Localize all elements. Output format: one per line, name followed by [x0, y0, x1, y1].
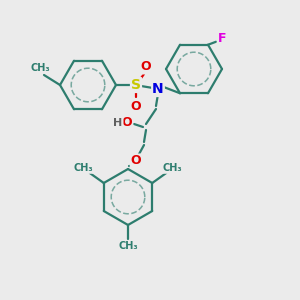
- Text: CH₃: CH₃: [118, 241, 138, 251]
- Text: O: O: [131, 154, 141, 167]
- Text: H: H: [113, 118, 123, 128]
- Text: S: S: [131, 78, 141, 92]
- Text: N: N: [152, 82, 164, 96]
- Text: F: F: [218, 32, 226, 45]
- Text: CH₃: CH₃: [30, 63, 50, 73]
- Text: O: O: [122, 116, 132, 130]
- Text: O: O: [131, 100, 141, 112]
- Text: O: O: [141, 61, 151, 74]
- Text: CH₃: CH₃: [162, 163, 182, 173]
- Text: CH₃: CH₃: [74, 163, 94, 173]
